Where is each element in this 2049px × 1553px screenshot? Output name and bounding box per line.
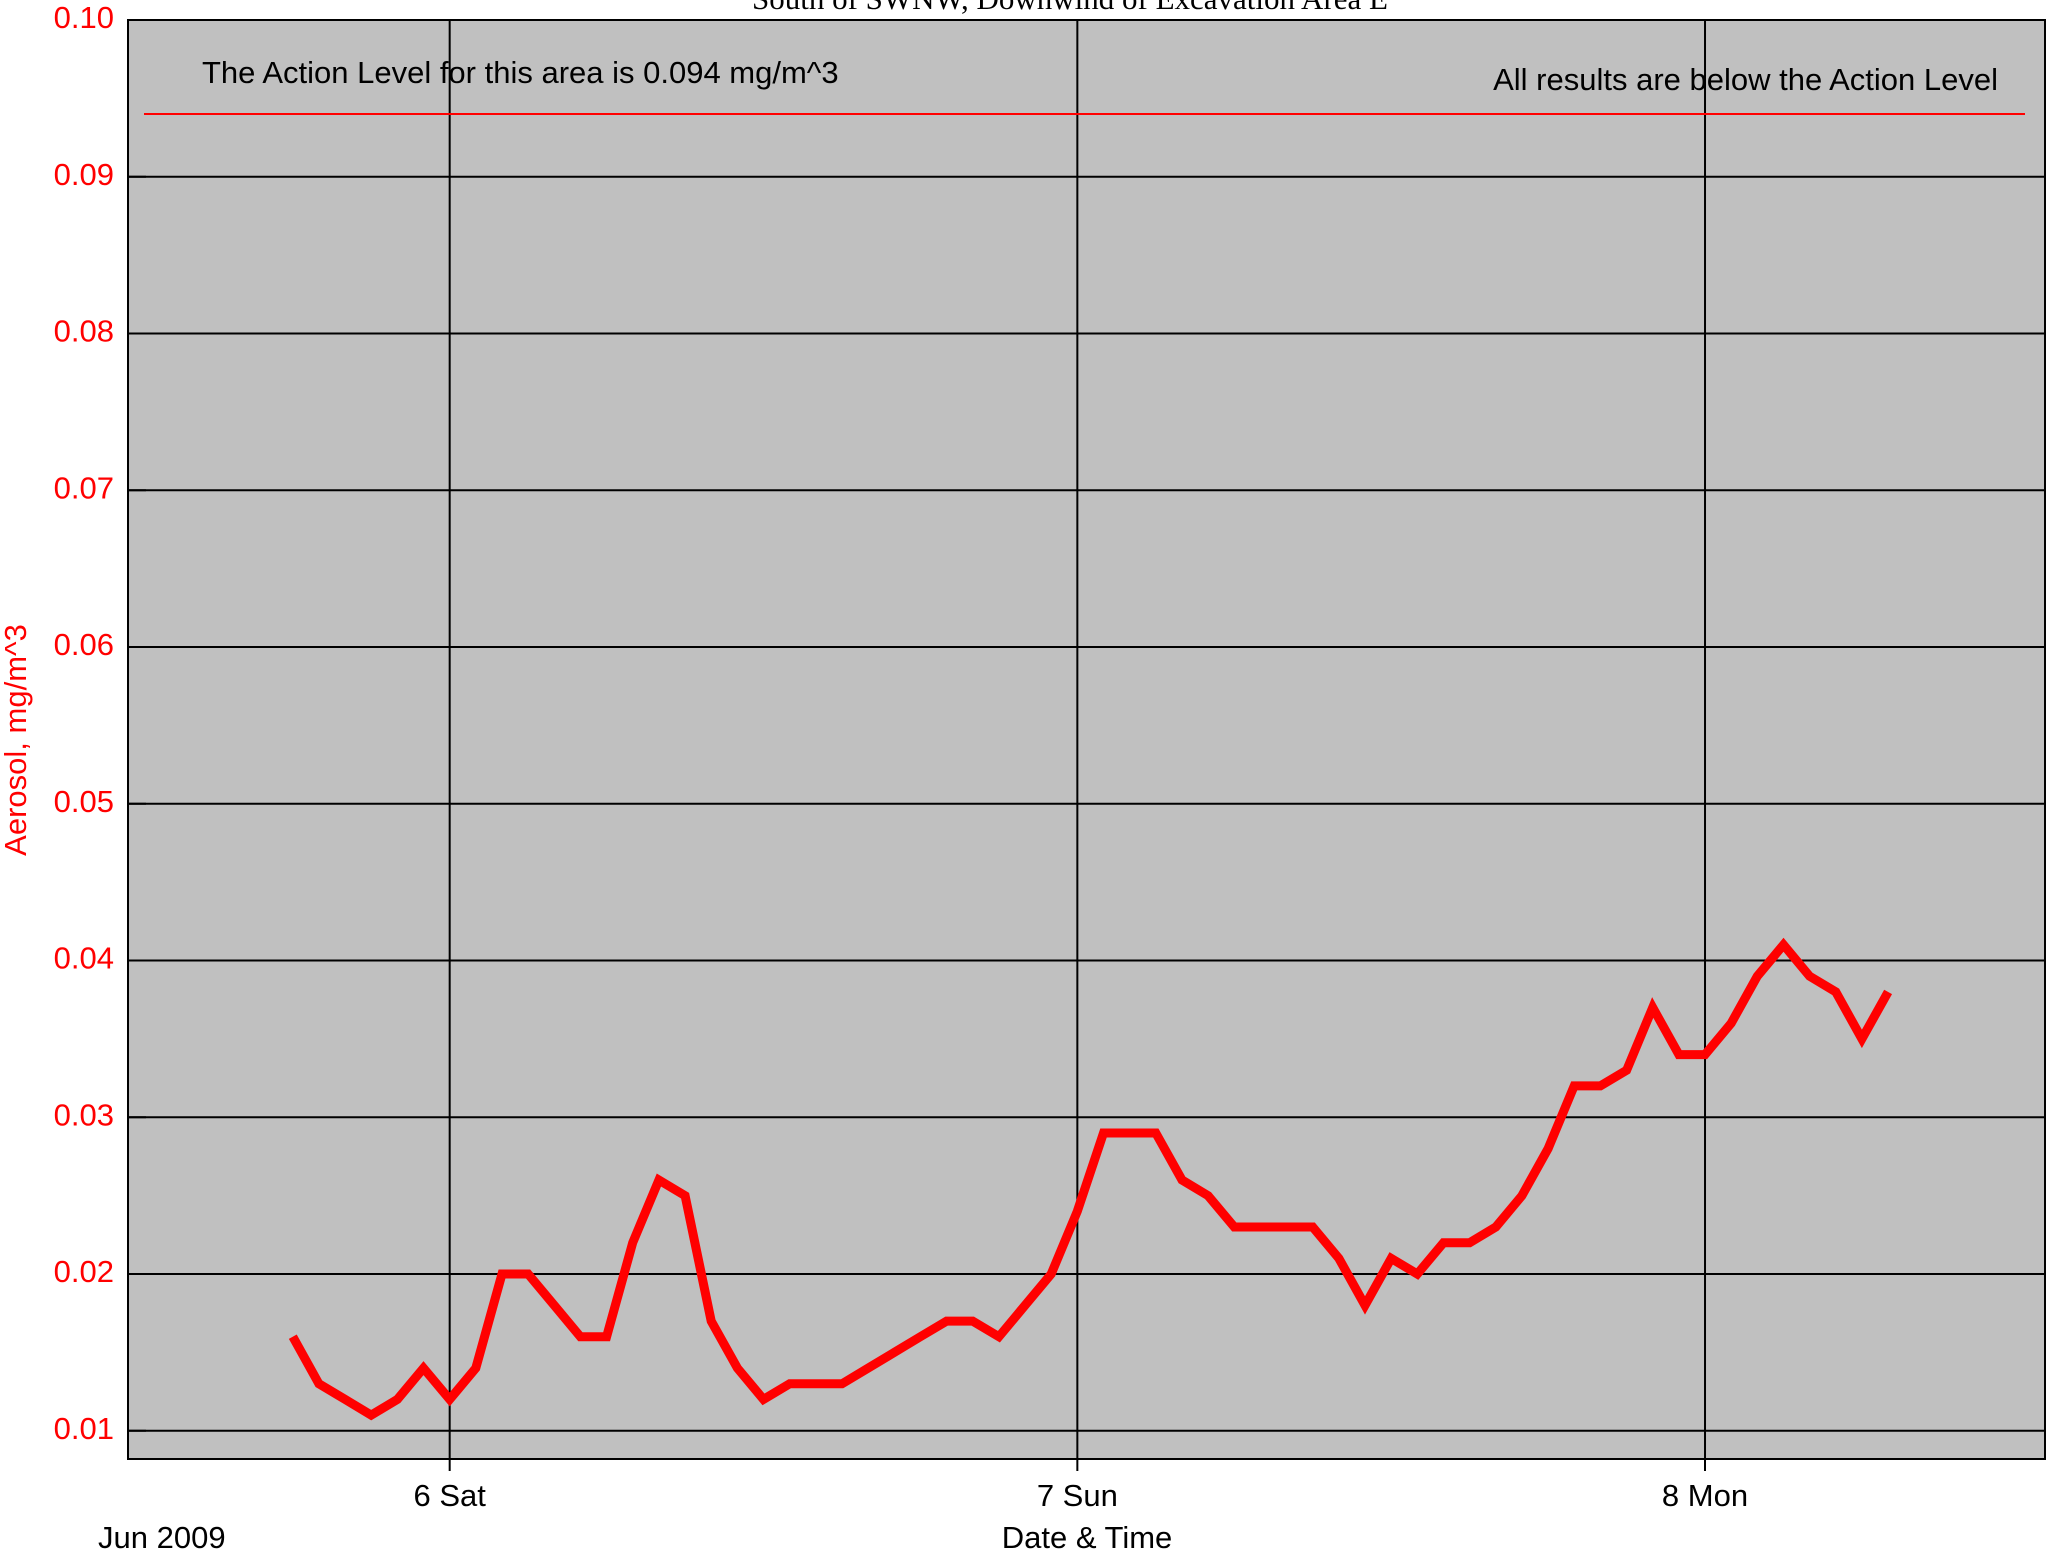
y-tick-label: 0.06: [54, 627, 114, 662]
data-line: [288, 937, 1893, 1421]
plot-area: [127, 19, 2046, 1460]
annotation: The Action Level for this area is 0.094 …: [202, 55, 839, 90]
y-tick-label: 0.04: [54, 941, 114, 976]
y-tick-label: 0.03: [54, 1097, 114, 1132]
x-tick-label: 7 Sun: [1037, 1478, 1118, 1513]
y-tick-label: 0.01: [54, 1411, 114, 1446]
y-tick-label: 0.07: [54, 470, 114, 505]
y-tick-label: 0.05: [54, 784, 114, 819]
x-axis-sublabel: Jun 2009: [98, 1520, 226, 1553]
x-tick-label: 6 Sat: [413, 1478, 486, 1513]
x-axis-label: Date & Time: [1002, 1520, 1173, 1553]
y-tick-label: 0.10: [54, 0, 114, 35]
y-axis-label: Aerosol, mg/m^3: [0, 624, 33, 856]
chart-title: South of SWNW, Downwind of Excavation Ar…: [752, 0, 1388, 16]
y-tick-label: 0.02: [54, 1254, 114, 1289]
y-tick-label: 0.09: [54, 157, 114, 192]
annotation: All results are below the Action Level: [1493, 62, 1998, 97]
x-tick-label: 8 Mon: [1662, 1478, 1748, 1513]
y-tick-label: 0.08: [54, 314, 114, 349]
